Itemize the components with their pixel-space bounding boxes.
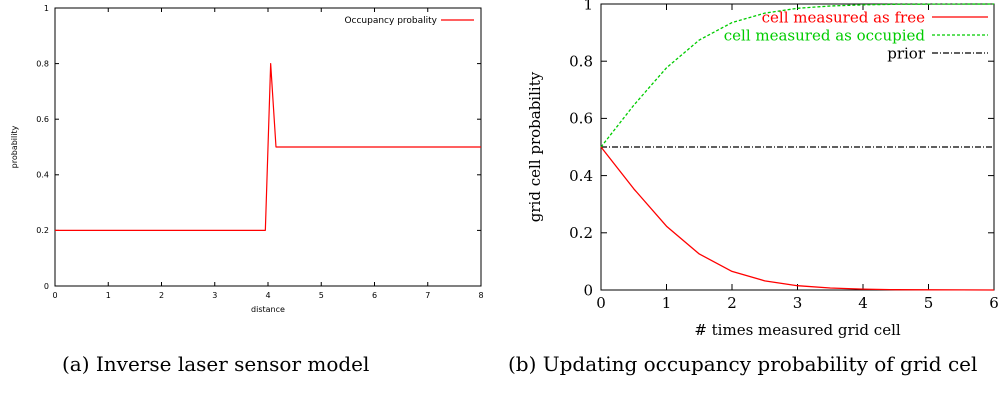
chart-a-y-tick-label: 1: [44, 4, 49, 13]
chart-b-x-tick-label: 3: [793, 294, 803, 312]
chart-b-x-tick-label: 0: [596, 294, 606, 312]
chart-b-legend-label-1: cell measured as occupied: [724, 26, 926, 44]
chart-b-y-tick-label: 0.8: [569, 52, 593, 70]
chart-a-y-tick-label: 0: [44, 282, 49, 291]
chart-b-series-line-1: [600, 3, 995, 148]
chart-b-y-tick-label: 0.2: [569, 224, 593, 242]
chart-a-x-tick-label: 6: [372, 291, 377, 300]
chart-a-y-tick-label: 0.8: [36, 59, 49, 68]
chart-a-y-axis-label: probability: [10, 125, 19, 168]
chart-b-x-tick-label: 5: [924, 294, 934, 312]
chart-b-legend-label-2: prior: [887, 44, 926, 62]
chart-a-y-tick-label: 0.6: [36, 115, 49, 124]
chart-a: 0 1 2 3 4 5 6 7 8 0 0.2 0.4 0.6 0.8 1 distance probabili…: [10, 4, 484, 314]
chart-a-x-axis-label: distance: [251, 305, 285, 314]
chart-a-x-tick-label: 8: [478, 291, 483, 300]
chart-b-x-tick-label: 2: [727, 294, 737, 312]
chart-b-y-tick-label: 0.4: [569, 167, 593, 185]
chart-b-x-tick-label: 1: [662, 294, 672, 312]
chart-a-x-tick-label: 5: [319, 291, 324, 300]
chart-a-legend-label-0: Occupancy probality: [344, 16, 437, 26]
chart-a-x-tick-label: 0: [52, 291, 57, 300]
chart-a-y-tick-label: 0.2: [36, 226, 49, 235]
chart-a-x-tick-label: 2: [159, 291, 164, 300]
chart-b-x-tick-label: 4: [858, 294, 868, 312]
chart-b-y-axis-label: grid cell probability: [526, 71, 544, 222]
chart-a-x-tick-label: 3: [212, 291, 217, 300]
chart-b-x-tick-label: 6: [989, 294, 999, 312]
chart-b-legend-label-0: cell measured as free: [762, 8, 925, 26]
chart-b-series-line-0: [600, 146, 995, 291]
chart-b-y-tick-label: 0.6: [569, 110, 593, 128]
chart-a-y-tick-label: 0.4: [36, 171, 49, 180]
chart-a-x-tick-label: 7: [425, 291, 430, 300]
caption-b: (b) Updating occupancy probability of gr…: [508, 352, 978, 376]
chart-b-y-tick-label: 1: [583, 0, 593, 13]
chart-a-series-line-0: [55, 62, 481, 231]
chart-a-x-tick-label: 4: [265, 291, 270, 300]
chart-b-y-tick-label: 0: [583, 281, 593, 299]
caption-a: (a) Inverse laser sensor model: [62, 352, 370, 376]
chart-a-x-tick-label: 1: [106, 291, 111, 300]
chart-b-x-axis-label: # times measured grid cell: [694, 321, 901, 339]
chart-b: 0 1 2 3 4 5 6 0 0.2 0.4 0.6 0.8 1 # times measured gr…: [526, 0, 999, 339]
